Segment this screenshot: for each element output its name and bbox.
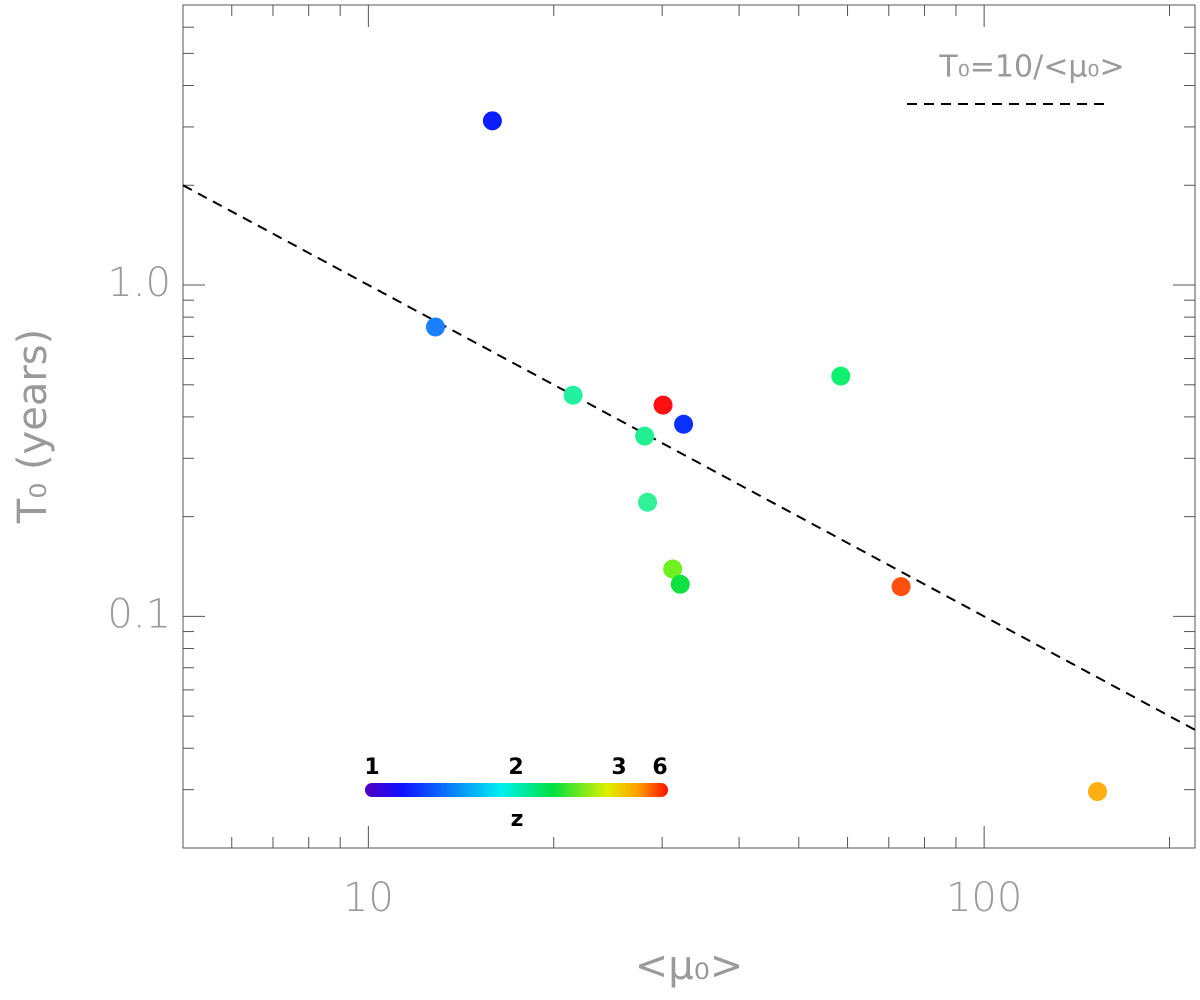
- reference-line: [182, 184, 1196, 731]
- y-tick-label: 1.0: [107, 260, 171, 306]
- legend-label: T₀=10/<μ₀>: [938, 50, 1124, 85]
- colorbar: [365, 783, 668, 797]
- point: [663, 559, 683, 579]
- point: [674, 414, 694, 434]
- point: [831, 366, 851, 386]
- y-axis-label: T₀ (years): [10, 329, 56, 524]
- point: [653, 395, 673, 415]
- colorbar-tick-label: 2: [508, 755, 523, 780]
- point: [425, 317, 445, 337]
- point: [635, 426, 655, 446]
- point: [638, 492, 658, 512]
- x-tick-label: 10: [343, 875, 394, 921]
- point: [563, 385, 583, 405]
- x-tick-label: 100: [946, 875, 1022, 921]
- point: [482, 111, 502, 131]
- point: [1088, 782, 1108, 802]
- point: [670, 574, 690, 594]
- colorbar-tick-label: 3: [611, 755, 626, 780]
- x-axis-label: <μ₀>: [635, 943, 744, 989]
- y-tick-label: 0.1: [107, 591, 171, 637]
- colorbar-label: z: [511, 807, 524, 832]
- colorbar-tick-label: 1: [364, 755, 379, 780]
- colorbar-tick-label: 6: [652, 755, 667, 780]
- plot-frame: [182, 4, 1196, 849]
- point: [891, 577, 911, 597]
